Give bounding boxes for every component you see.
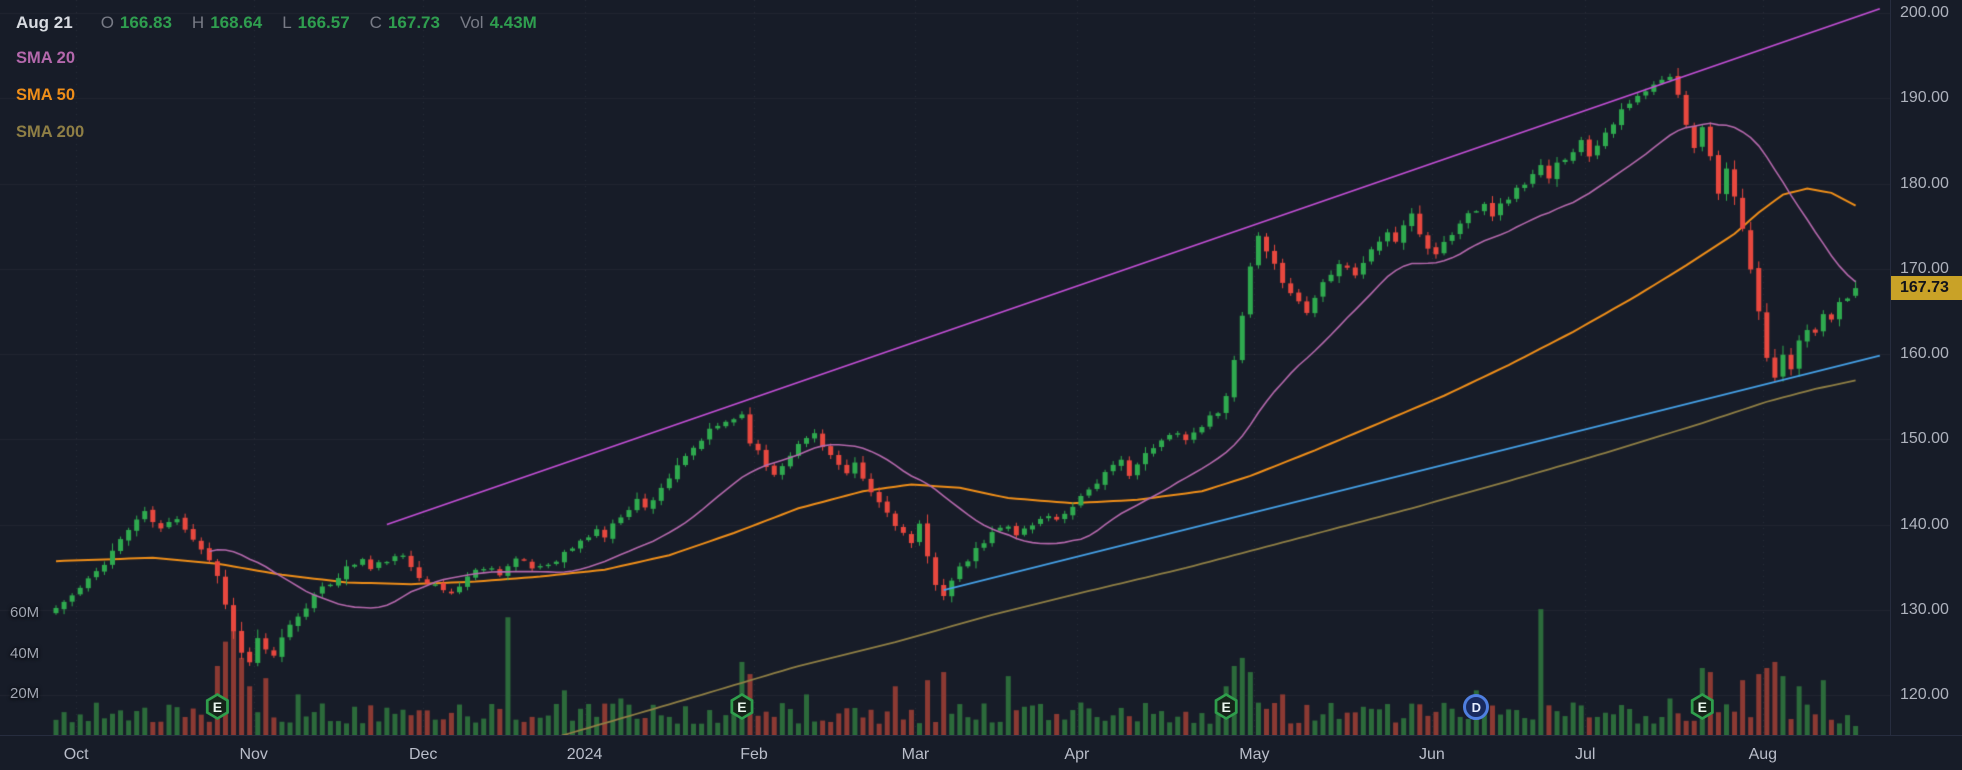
earnings-badge-letter: E xyxy=(212,698,223,715)
volume-legend: Vol 4.43M xyxy=(460,13,537,33)
ohlc-open: O 166.83 xyxy=(101,13,172,33)
price-axis-label: 170.00 xyxy=(1900,259,1949,277)
volume-axis-label: 20M xyxy=(10,685,40,703)
time-axis-label: Aug xyxy=(1748,746,1778,763)
last-price-label: 167.73 xyxy=(1891,276,1962,301)
indicator-legend: SMA 20 SMA 50 SMA 200 xyxy=(16,40,557,151)
earnings-badge-letter: E xyxy=(1697,698,1707,715)
earnings-badge-letter: E xyxy=(737,698,747,715)
earnings-badge-fill xyxy=(1693,696,1712,717)
volume-axis-label: 60M xyxy=(10,604,40,622)
earnings-badge-letter: E xyxy=(1221,698,1231,715)
time-axis[interactable]: Oct Nov Dec 2024 Feb Mar Apr May Jun Jul Aug xyxy=(0,735,1962,770)
ohlc-value: 167.73 xyxy=(387,13,440,32)
price-axis-label: 120.00 xyxy=(1900,686,1949,703)
volume-label: Vol xyxy=(459,13,484,32)
ohlc-values: O 166.83 H 168.64 L 166.57 C 167.73 Vol 4.43M xyxy=(101,13,557,33)
price-axis-label: 200.00 xyxy=(1900,4,1949,21)
legend-sma200[interactable]: SMA 200 xyxy=(16,123,85,141)
ohlc-value: 166.57 xyxy=(297,13,350,32)
time-axis-label: Mar xyxy=(901,746,930,763)
dividend-badge[interactable]: D xyxy=(1463,694,1490,720)
ohlc-label: L xyxy=(282,13,292,32)
price-axis-label: 180.00 xyxy=(1900,174,1949,192)
price-axis-label: 160.00 xyxy=(1900,345,1949,362)
time-axis-label: May xyxy=(1239,746,1270,763)
time-axis-label: Feb xyxy=(740,746,768,763)
time-axis-label: 2024 xyxy=(566,746,603,763)
time-axis-label: Jun xyxy=(1419,746,1445,763)
ohlc-legend-row: Aug 21 O 166.83 H 168.64 L 166.57 C 167.73 Vol 4.… xyxy=(16,6,557,40)
ohlc-label: O xyxy=(100,13,114,32)
time-axis-label: Dec xyxy=(408,746,438,763)
earnings-badge-fill xyxy=(208,696,227,717)
earnings-badge[interactable]: E xyxy=(1690,693,1715,720)
legend-sma50[interactable]: SMA 50 xyxy=(16,86,75,104)
ohlc-high: H 168.64 xyxy=(192,13,262,33)
ohlc-label: H xyxy=(191,13,205,32)
ohlc-low: L 166.57 xyxy=(282,13,349,33)
earnings-badge[interactable]: E xyxy=(205,693,230,720)
price-axis-label: 130.00 xyxy=(1900,600,1949,618)
earnings-badge[interactable]: E xyxy=(1214,693,1239,720)
volume-value: 4.43M xyxy=(489,13,537,32)
chart-legend: Aug 21 O 166.83 H 168.64 L 166.57 C 167.73 Vol 4.… xyxy=(16,6,557,151)
ohlc-value: 168.64 xyxy=(210,13,263,32)
ohlc-label: C xyxy=(369,13,382,32)
price-axis-label: 190.00 xyxy=(1900,89,1949,107)
price-axis-label: 150.00 xyxy=(1900,430,1949,448)
legend-sma20[interactable]: SMA 20 xyxy=(16,49,75,67)
price-axis-label: 140.00 xyxy=(1900,515,1949,533)
earnings-badge-fill xyxy=(1217,696,1235,717)
volume-axis-label: 40M xyxy=(10,644,40,662)
price-axis[interactable]: 200.00 190.00 180.00 170.00 160.00 150.00 140.… xyxy=(1890,0,1962,735)
time-axis-label: Jul xyxy=(1575,746,1596,763)
time-axis-label: Apr xyxy=(1064,746,1090,763)
earnings-badge-fill xyxy=(733,696,751,717)
ohlc-value: 166.83 xyxy=(119,13,172,32)
time-axis-label: Nov xyxy=(239,746,268,763)
legend-date: Aug 21 xyxy=(16,13,73,32)
earnings-badge[interactable]: E xyxy=(729,693,754,720)
time-axis-label: Oct xyxy=(63,746,89,763)
ohlc-close: C 167.73 xyxy=(370,13,440,33)
